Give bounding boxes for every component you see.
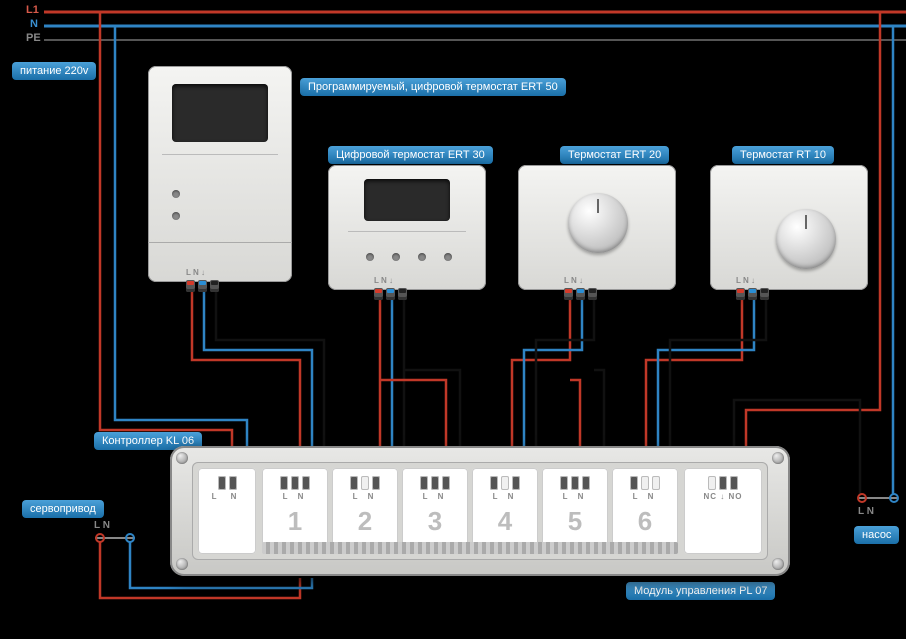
pump-legend: L N [858, 506, 874, 517]
servo-legend: L N [94, 520, 110, 531]
power-label: питание 220v [12, 62, 96, 80]
ert30-label: Цифровой термостат ERT 30 [328, 146, 493, 164]
ert30-term-legend: L N ↓ [374, 276, 393, 285]
ert50-term-legend: L N ↓ [186, 268, 205, 277]
ert20-dial[interactable] [568, 193, 628, 253]
controller-kl06: L N L N 1 L N 2 L N 3 L N 4 L N 5 [170, 446, 790, 576]
ert50-btn-1[interactable] [172, 190, 180, 198]
ctrl-out-lbl: NC ↓ NO [684, 492, 762, 501]
ert20-term-legend: L N ↓ [564, 276, 583, 285]
controller-inner: L N L N 1 L N 2 L N 3 L N 4 L N 5 [192, 462, 768, 560]
ch-num-3: 3 [402, 506, 468, 537]
ctrl-power-lbl: L N [198, 492, 256, 501]
ert50-terminals [186, 280, 219, 292]
pump-label: насос [854, 526, 899, 544]
rt10-dial[interactable] [776, 209, 836, 269]
ctrl-output: NC ↓ NO [684, 468, 762, 554]
device-ert50 [148, 66, 292, 282]
ctrl-power-in: L N [198, 468, 256, 554]
rt10-terminals [736, 288, 769, 300]
ert30-lcd [364, 179, 450, 221]
ert30-btn-4[interactable] [444, 253, 452, 261]
ctrl-bottom-strip [262, 542, 678, 554]
rt10-term-legend: L N ↓ [736, 276, 755, 285]
ch-num-6: 6 [612, 506, 678, 537]
device-ert30 [328, 165, 486, 290]
ch-num-2: 2 [332, 506, 398, 537]
rail-pe-label: PE [26, 32, 41, 44]
ert30-btn-2[interactable] [392, 253, 400, 261]
ch-num-5: 5 [542, 506, 608, 537]
rail-n-label: N [30, 18, 38, 30]
ch-num-1: 1 [262, 506, 328, 537]
ert20-terminals [564, 288, 597, 300]
ert20-label: Термостат ERT 20 [560, 146, 669, 164]
ert50-lcd [172, 84, 268, 142]
ert50-btn-2[interactable] [172, 212, 180, 220]
ch-num-4: 4 [472, 506, 538, 537]
rail-l1-label: L1 [26, 4, 39, 16]
pl07-label: Модуль управления PL 07 [626, 582, 775, 600]
device-ert20 [518, 165, 676, 290]
ert30-btn-1[interactable] [366, 253, 374, 261]
servo-label: сервопривод [22, 500, 104, 518]
device-rt10 [710, 165, 868, 290]
rt10-label: Термостат RT 10 [732, 146, 834, 164]
ert30-btn-3[interactable] [418, 253, 426, 261]
ert30-terminals [374, 288, 407, 300]
ert50-label: Программируемый, цифровой термостат ERT … [300, 78, 566, 96]
